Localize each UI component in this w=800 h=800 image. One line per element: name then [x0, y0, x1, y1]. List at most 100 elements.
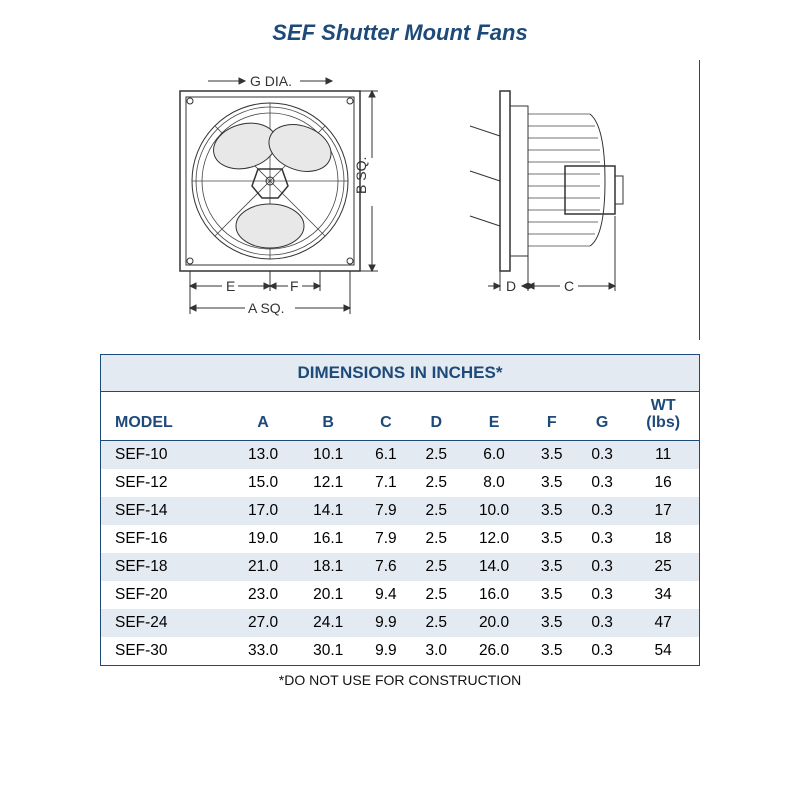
table-cell: 2.5 [411, 497, 461, 525]
table-cell: 9.9 [361, 637, 411, 666]
table-cell: 23.0 [231, 581, 296, 609]
d-label: D [506, 278, 516, 294]
table-cell: 3.5 [527, 609, 577, 637]
table-row: SEF-1013.010.16.12.56.03.50.311 [101, 440, 700, 469]
e-label: E [226, 278, 235, 294]
table-cell: 2.5 [411, 440, 461, 469]
b-sq-label: B SQ. [353, 157, 369, 194]
table-cell: 3.5 [527, 637, 577, 666]
table-cell: SEF-12 [101, 469, 231, 497]
col-wt: WT(lbs) [627, 392, 699, 441]
col-model: MODEL [101, 392, 231, 441]
col-e: E [461, 392, 526, 441]
table-row: SEF-1619.016.17.92.512.03.50.318 [101, 525, 700, 553]
table-cell: 18 [627, 525, 699, 553]
page-title: SEF Shutter Mount Fans [272, 20, 527, 46]
table-cell: 10.0 [461, 497, 526, 525]
dimensions-table-wrap: DIMENSIONS IN INCHES* MODEL A B C D E F … [100, 354, 700, 688]
front-view-diagram: G DIA. B SQ. E F [150, 66, 420, 326]
col-g: G [577, 392, 627, 441]
a-sq-label: A SQ. [248, 300, 285, 316]
table-cell: 7.1 [361, 469, 411, 497]
table-cell: 7.9 [361, 525, 411, 553]
table-row: SEF-1821.018.17.62.514.03.50.325 [101, 553, 700, 581]
table-cell: 47 [627, 609, 699, 637]
table-cell: 0.3 [577, 440, 627, 469]
table-cell: 27.0 [231, 609, 296, 637]
table-row: SEF-2427.024.19.92.520.03.50.347 [101, 609, 700, 637]
table-cell: 0.3 [577, 497, 627, 525]
table-body: SEF-1013.010.16.12.56.03.50.311SEF-1215.… [101, 440, 700, 665]
table-cell: 8.0 [461, 469, 526, 497]
table-cell: SEF-18 [101, 553, 231, 581]
table-row: SEF-3033.030.19.93.026.03.50.354 [101, 637, 700, 666]
table-cell: 24.1 [296, 609, 361, 637]
table-cell: 15.0 [231, 469, 296, 497]
table-cell: 3.5 [527, 553, 577, 581]
table-cell: SEF-24 [101, 609, 231, 637]
table-cell: 11 [627, 440, 699, 469]
table-cell: 17 [627, 497, 699, 525]
col-a: A [231, 392, 296, 441]
table-cell: SEF-30 [101, 637, 231, 666]
table-cell: 6.0 [461, 440, 526, 469]
table-cell: 33.0 [231, 637, 296, 666]
diagram-area: G DIA. B SQ. E F [100, 60, 700, 340]
table-cell: 3.0 [411, 637, 461, 666]
table-cell: 2.5 [411, 609, 461, 637]
table-cell: 0.3 [577, 609, 627, 637]
table-row: SEF-1417.014.17.92.510.03.50.317 [101, 497, 700, 525]
table-cell: 2.5 [411, 553, 461, 581]
table-cell: 3.5 [527, 440, 577, 469]
table-cell: 20.0 [461, 609, 526, 637]
table-cell: 2.5 [411, 525, 461, 553]
table-cell: 12.1 [296, 469, 361, 497]
table-cell: 12.0 [461, 525, 526, 553]
table-row: SEF-1215.012.17.12.58.03.50.316 [101, 469, 700, 497]
col-b: B [296, 392, 361, 441]
table-cell: 19.0 [231, 525, 296, 553]
table-cell: 10.1 [296, 440, 361, 469]
table-cell: 16.0 [461, 581, 526, 609]
table-row: SEF-2023.020.19.42.516.03.50.334 [101, 581, 700, 609]
table-cell: 0.3 [577, 553, 627, 581]
table-cell: 20.1 [296, 581, 361, 609]
table-cell: SEF-16 [101, 525, 231, 553]
table-cell: 30.1 [296, 637, 361, 666]
table-cell: 0.3 [577, 637, 627, 666]
table-cell: 18.1 [296, 553, 361, 581]
table-cell: 13.0 [231, 440, 296, 469]
table-cell: 17.0 [231, 497, 296, 525]
table-cell: 26.0 [461, 637, 526, 666]
table-cell: 16.1 [296, 525, 361, 553]
table-cell: 9.4 [361, 581, 411, 609]
table-cell: 0.3 [577, 469, 627, 497]
col-f: F [527, 392, 577, 441]
f-label: F [290, 278, 299, 294]
side-view-diagram: D C [440, 66, 650, 326]
col-d: D [411, 392, 461, 441]
table-cell: 14.0 [461, 553, 526, 581]
table-cell: 3.5 [527, 469, 577, 497]
dimensions-table: DIMENSIONS IN INCHES* MODEL A B C D E F … [100, 354, 700, 666]
g-dia-label: G DIA. [250, 73, 292, 89]
table-cell: SEF-20 [101, 581, 231, 609]
table-cell: 2.5 [411, 469, 461, 497]
table-cell: 2.5 [411, 581, 461, 609]
table-cell: 25 [627, 553, 699, 581]
table-cell: 3.5 [527, 497, 577, 525]
table-cell: 3.5 [527, 581, 577, 609]
table-cell: 3.5 [527, 525, 577, 553]
table-cell: 34 [627, 581, 699, 609]
table-cell: 6.1 [361, 440, 411, 469]
table-cell: 0.3 [577, 525, 627, 553]
table-cell: SEF-10 [101, 440, 231, 469]
footnote: *DO NOT USE FOR CONSTRUCTION [100, 672, 700, 688]
col-c: C [361, 392, 411, 441]
table-cell: 16 [627, 469, 699, 497]
table-title: DIMENSIONS IN INCHES* [101, 355, 700, 392]
table-cell: 14.1 [296, 497, 361, 525]
table-cell: 0.3 [577, 581, 627, 609]
table-cell: 7.9 [361, 497, 411, 525]
table-title-row: DIMENSIONS IN INCHES* [101, 355, 700, 392]
